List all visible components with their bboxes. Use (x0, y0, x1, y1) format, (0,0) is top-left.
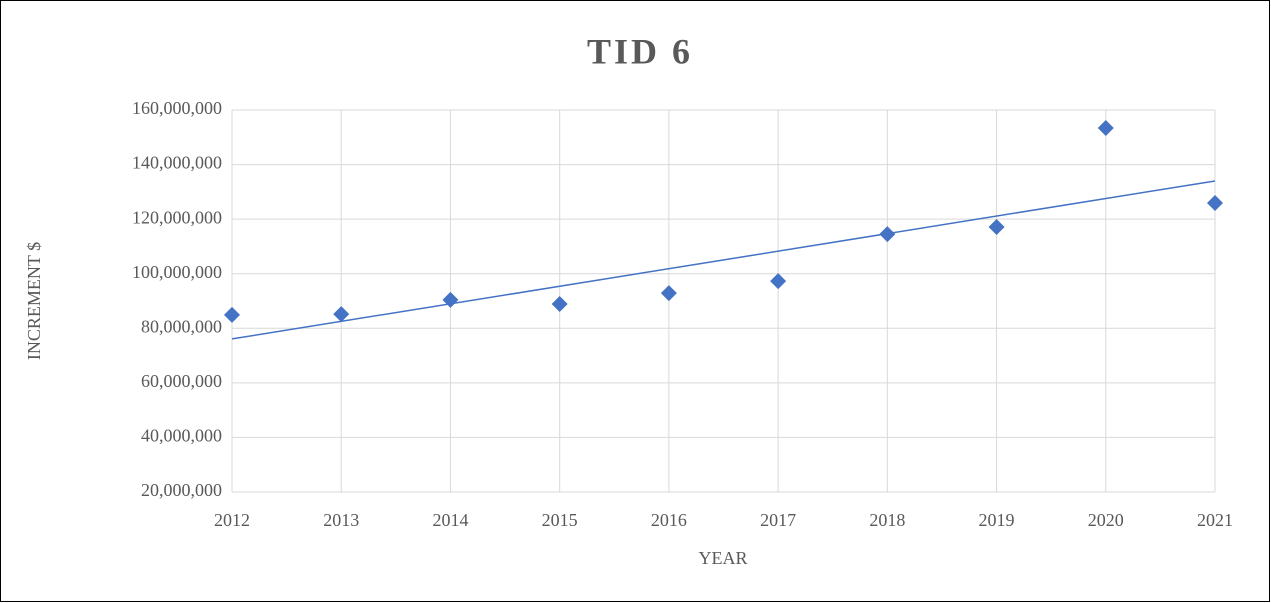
y-tick-label: 40,000,000 (141, 426, 222, 446)
x-tick-label: 2019 (979, 510, 1015, 530)
x-tick-label: 2018 (869, 510, 905, 530)
data-point (333, 306, 350, 323)
data-point (1207, 195, 1223, 212)
y-tick-label: 120,000,000 (132, 207, 222, 227)
x-tick-label: 2013 (323, 510, 359, 530)
x-tick-label: 2017 (760, 510, 796, 530)
data-point (879, 226, 896, 243)
data-point (770, 273, 787, 290)
x-axis-label: YEAR (699, 548, 748, 568)
y-axis-label: INCREMENT $ (24, 242, 44, 360)
y-tick-label: 80,000,000 (141, 316, 222, 336)
x-tick-label: 2012 (214, 510, 250, 530)
chart-title: TID 6 (587, 31, 693, 71)
data-point (224, 306, 240, 323)
y-tick-label: 20,000,000 (141, 480, 222, 500)
y-tick-label: 160,000,000 (132, 98, 222, 118)
data-point (1097, 120, 1114, 137)
x-tick-label: 2016 (651, 510, 687, 530)
data-point (551, 296, 568, 313)
y-tick-label: 60,000,000 (141, 371, 222, 391)
x-tick-label: 2021 (1197, 510, 1233, 530)
y-tick-label: 140,000,000 (132, 153, 222, 173)
y-tick-label: 100,000,000 (132, 262, 222, 282)
data-point (442, 291, 459, 308)
x-tick-label: 2015 (542, 510, 578, 530)
x-tick-label: 2014 (432, 510, 468, 530)
data-point (988, 219, 1005, 236)
trendline (231, 180, 1216, 340)
data-point (660, 285, 677, 302)
x-tick-label: 2020 (1088, 510, 1124, 530)
